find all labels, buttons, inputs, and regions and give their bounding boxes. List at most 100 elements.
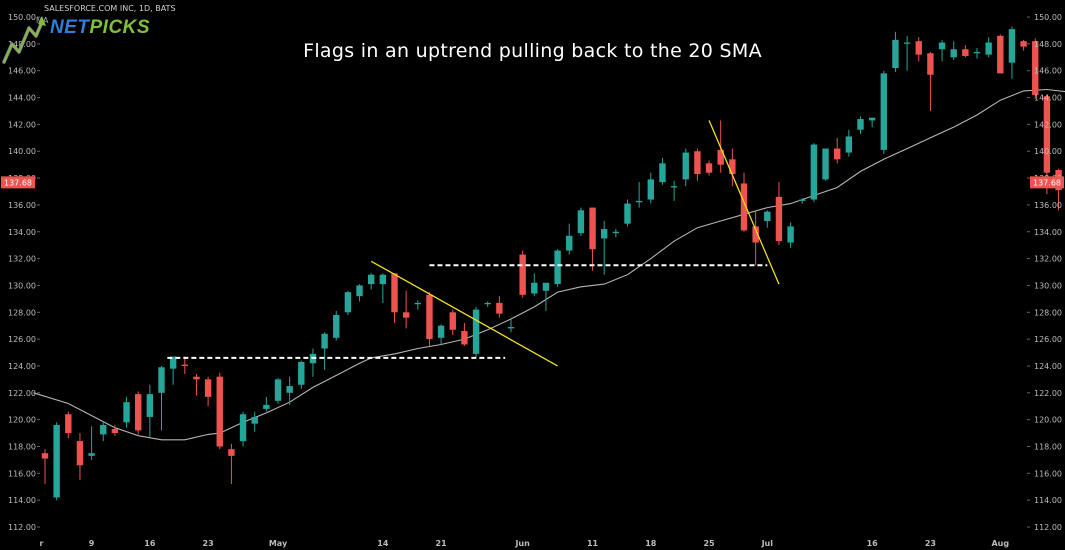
last-price-box-right-label: 137.68 xyxy=(1033,178,1061,187)
candle-body xyxy=(193,376,200,380)
y-tick-label-right: 114.00 xyxy=(1034,496,1062,505)
candle-body xyxy=(531,282,538,294)
x-tick-label: May xyxy=(269,539,288,548)
y-tick-label-left: 120.00 xyxy=(8,416,36,425)
candle-body xyxy=(903,42,911,44)
candle-body xyxy=(822,148,829,180)
candle-body xyxy=(123,402,130,423)
y-tick-label-right: 130.00 xyxy=(1034,281,1062,290)
candle-body xyxy=(204,379,212,397)
last-price-box-left-label: 137.68 xyxy=(4,178,32,187)
y-tick-label-left: 130.00 xyxy=(8,281,36,290)
candle-body xyxy=(426,294,433,340)
candle-body xyxy=(41,453,49,459)
candle-body xyxy=(810,144,818,200)
candle-body xyxy=(181,364,188,366)
candle-body xyxy=(694,151,701,175)
y-tick-label-right: 132.00 xyxy=(1034,255,1062,264)
candle-body xyxy=(239,414,247,442)
x-tick-label: 14 xyxy=(377,539,389,548)
candle-body xyxy=(892,39,899,69)
y-tick-label-right: 120.00 xyxy=(1034,416,1062,425)
candle-body xyxy=(682,152,689,180)
logo-text-picks: PICKS xyxy=(89,17,151,38)
candle-body xyxy=(484,302,491,305)
y-tick-label-right: 140.00 xyxy=(1034,147,1062,156)
chart-title: Flags in an uptrend pulling back to the … xyxy=(303,40,762,62)
y-tick-label-left: 144.00 xyxy=(8,94,36,103)
sma-20-line xyxy=(33,88,1065,441)
y-tick-label-right: 118.00 xyxy=(1034,442,1062,451)
candle-body xyxy=(635,200,643,203)
candle-body xyxy=(461,331,468,345)
logo-chart-icon xyxy=(2,16,46,64)
candle-body xyxy=(729,159,736,175)
candle-body xyxy=(1032,41,1039,95)
candle-body xyxy=(344,292,352,313)
candle-body xyxy=(263,404,270,409)
candle-body xyxy=(402,312,410,318)
candle-body xyxy=(577,210,585,234)
candle-body xyxy=(752,226,759,243)
y-tick-label-left: 118.00 xyxy=(8,442,36,451)
candle-body xyxy=(414,302,421,305)
x-tick-label: 11 xyxy=(587,539,599,548)
y-tick-label-left: 124.00 xyxy=(8,362,36,371)
y-tick-label-left: 140.00 xyxy=(8,147,36,156)
candle-body xyxy=(973,51,981,54)
y-tick-label-right: 126.00 xyxy=(1034,335,1062,344)
y-tick-label-right: 116.00 xyxy=(1034,469,1062,478)
y-tick-label-right: 142.00 xyxy=(1034,120,1062,129)
candle-body xyxy=(158,367,165,393)
y-tick-label-right: 146.00 xyxy=(1034,67,1062,76)
candle-body xyxy=(624,203,631,224)
x-tick-label: 9 xyxy=(89,539,95,548)
candle-body xyxy=(589,207,596,250)
x-tick-label: 16 xyxy=(144,539,156,548)
candle-body xyxy=(717,149,724,165)
y-tick-label-right: 150.00 xyxy=(1034,13,1062,22)
candle-body xyxy=(1020,41,1027,47)
y-tick-label-left: 134.00 xyxy=(8,228,36,237)
candle-body xyxy=(868,117,876,121)
x-tick-label: r xyxy=(40,539,44,548)
candle-body xyxy=(915,41,922,55)
candle-body xyxy=(53,425,60,498)
candle-body xyxy=(321,333,328,349)
last-price-box-left xyxy=(1,176,35,189)
candle-body xyxy=(379,274,387,285)
x-tick-label: Aug xyxy=(991,539,1009,548)
candle-body xyxy=(146,394,154,417)
candle-body xyxy=(880,73,887,150)
y-tick-label-left: 136.00 xyxy=(8,201,36,210)
candle-body xyxy=(647,179,654,200)
candle-body xyxy=(65,414,72,434)
candle-body xyxy=(88,453,95,456)
x-tick-label: 18 xyxy=(645,539,657,548)
y-tick-label-left: 146.00 xyxy=(8,67,36,76)
y-tick-label-left: 128.00 xyxy=(8,308,36,317)
y-tick-label-left: 122.00 xyxy=(8,389,36,398)
candle-body xyxy=(519,254,526,295)
candle-body xyxy=(507,327,515,329)
candle-body xyxy=(601,229,608,239)
candle-body xyxy=(799,199,806,201)
candle-body xyxy=(927,53,934,75)
y-tick-label-right: 122.00 xyxy=(1034,389,1062,398)
candle-body xyxy=(670,186,678,188)
x-tick-label: 23 xyxy=(203,539,214,548)
candle-body xyxy=(542,282,550,291)
candle-body xyxy=(997,35,1004,74)
candle-body xyxy=(787,226,794,243)
x-tick-label: Jul xyxy=(761,539,774,548)
candle-body xyxy=(111,429,119,434)
candle-body xyxy=(775,196,783,242)
flag-trendline xyxy=(370,260,558,367)
y-tick-label-right: 124.00 xyxy=(1034,362,1062,371)
y-tick-label-right: 144.00 xyxy=(1034,94,1062,103)
candle-body xyxy=(834,148,841,160)
candle-body xyxy=(368,274,375,285)
y-tick-label-right: 112.00 xyxy=(1034,523,1062,532)
y-tick-label-left: 126.00 xyxy=(8,335,36,344)
